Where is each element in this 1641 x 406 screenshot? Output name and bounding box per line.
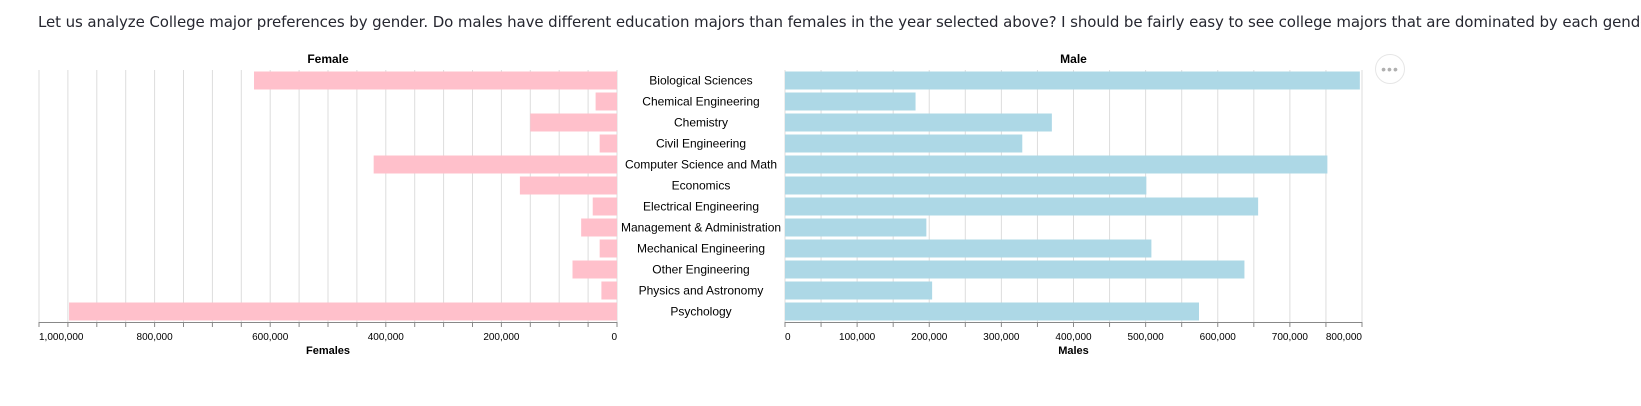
female-bar[interactable] [581,218,617,237]
male-title: Male [1060,52,1087,66]
category-label: Computer Science and Math [625,158,777,172]
male-tick-label: 300,000 [983,332,1020,343]
category-label: Biological Sciences [649,74,752,88]
male-bar[interactable] [785,197,1259,216]
male-bar[interactable] [785,134,1023,153]
male-bar[interactable] [785,71,1360,90]
female-bar[interactable] [254,71,618,90]
male-tick-label: 0 [785,332,791,343]
female-axis-label: Females [306,345,350,357]
female-tick-label: 200,000 [483,332,520,343]
male-tick-label: 400,000 [1055,332,1092,343]
female-bar[interactable] [595,92,617,111]
male-tick-label: 800,000 [1326,332,1363,343]
more-horizontal-icon: ••• [1381,61,1399,77]
female-bar[interactable] [373,155,617,174]
male-bar[interactable] [785,302,1199,321]
female-panel: 1,000,000 800,000 600,000 400,000 200,000 0 Fe… [38,52,618,357]
male-bar[interactable] [785,281,933,300]
category-label: Psychology [670,305,731,319]
female-tick-label: 1,000,000 [39,332,84,343]
female-bar[interactable] [592,197,617,216]
category-labels: Biological Sciences Chemical Engineering C… [621,74,781,319]
male-bar[interactable] [785,218,927,237]
female-bar[interactable] [572,260,617,279]
male-bar[interactable] [785,260,1245,279]
male-bar[interactable] [785,113,1052,132]
female-bar[interactable] [530,113,617,132]
male-bar[interactable] [785,92,916,111]
chart-svg: 1,000,000 800,000 600,000 400,000 200,000 0 Fe… [38,52,1363,357]
male-bar[interactable] [785,155,1328,174]
female-tick-label: 600,000 [252,332,289,343]
male-tick-label: 100,000 [839,332,876,343]
female-bar[interactable] [69,302,617,321]
female-bar[interactable] [599,134,617,153]
more-options-button[interactable]: ••• [1375,54,1405,84]
category-label: Civil Engineering [656,137,746,151]
female-title: Female [307,52,349,66]
male-bar[interactable] [785,239,1152,258]
category-label: Chemical Engineering [642,95,759,109]
male-tick-label: 200,000 [911,332,948,343]
female-bar[interactable] [519,176,617,195]
female-tick-label: 800,000 [137,332,174,343]
male-tick-label: 500,000 [1128,332,1165,343]
female-tick-label: 0 [611,332,617,343]
female-tick-label: 400,000 [368,332,405,343]
male-tick-label: 700,000 [1272,332,1309,343]
intro-text: Let us analyze College major preferences… [38,13,1641,31]
category-label: Chemistry [674,116,728,130]
male-bar[interactable] [785,176,1147,195]
category-label: Mechanical Engineering [637,242,765,256]
male-tick-label: 600,000 [1200,332,1237,343]
male-axis-label: Males [1058,345,1089,357]
category-label: Economics [672,179,731,193]
category-label: Management & Administration [621,221,781,235]
category-label: Physics and Astronomy [639,284,764,298]
category-label: Electrical Engineering [643,200,759,214]
male-panel: 0 100,000 200,000 300,000 400,000 500,000 600,… [784,52,1363,357]
category-label: Other Engineering [652,263,749,277]
female-bar[interactable] [599,239,617,258]
female-bar[interactable] [601,281,617,300]
gender-major-chart: 1,000,000 800,000 600,000 400,000 200,000 0 Fe… [0,45,1641,375]
